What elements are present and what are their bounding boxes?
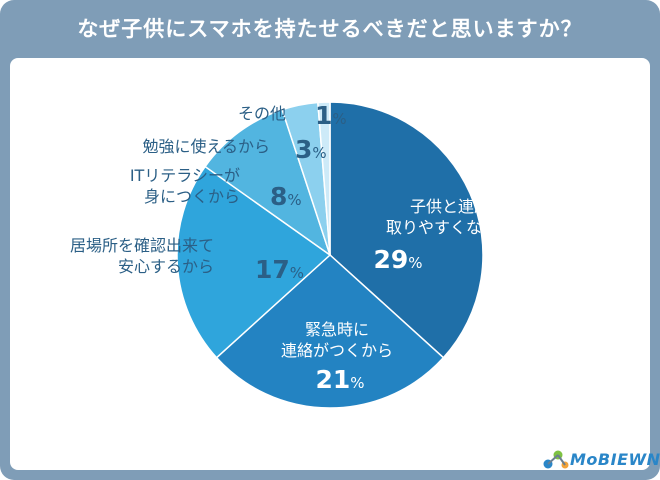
pie-slice	[317, 101, 331, 256]
brand-logo: MoBIEWN	[542, 448, 660, 472]
logo-molecule-icon	[543, 450, 569, 469]
slice-value: 1%	[315, 101, 347, 130]
chart-title: なぜ子供にスマホを持たせるべきだと思いますか？	[77, 17, 583, 41]
slice-label: 身につくから	[144, 187, 240, 206]
slice-label: 安心するから	[118, 257, 214, 276]
slice-value: 29%	[373, 245, 422, 274]
pie-slice	[176, 165, 332, 359]
slice-label: ITリテラシーが	[130, 166, 240, 185]
pie-slices	[176, 101, 484, 409]
slice-value: 3%	[295, 135, 327, 164]
slice-label: 取りやすくなるから	[386, 218, 530, 237]
pie-slice	[204, 108, 332, 257]
logo-text: MoBIEWN	[570, 450, 660, 469]
slice-label: 子供と連絡を	[410, 197, 506, 216]
slice-label: その他	[238, 104, 286, 123]
slice-value: 17%	[255, 255, 304, 284]
slice-label: 緊急時に	[305, 320, 369, 339]
slice-label: 居場所を確認出来て	[70, 236, 214, 255]
slice-label: 連絡がつくから	[281, 341, 393, 360]
slice-value: 21%	[315, 365, 364, 394]
slice-value: 8%	[270, 182, 302, 211]
pie-slice	[329, 101, 484, 359]
pie-slice	[215, 253, 445, 409]
slice-label: 勉強に使えるから	[142, 137, 270, 156]
